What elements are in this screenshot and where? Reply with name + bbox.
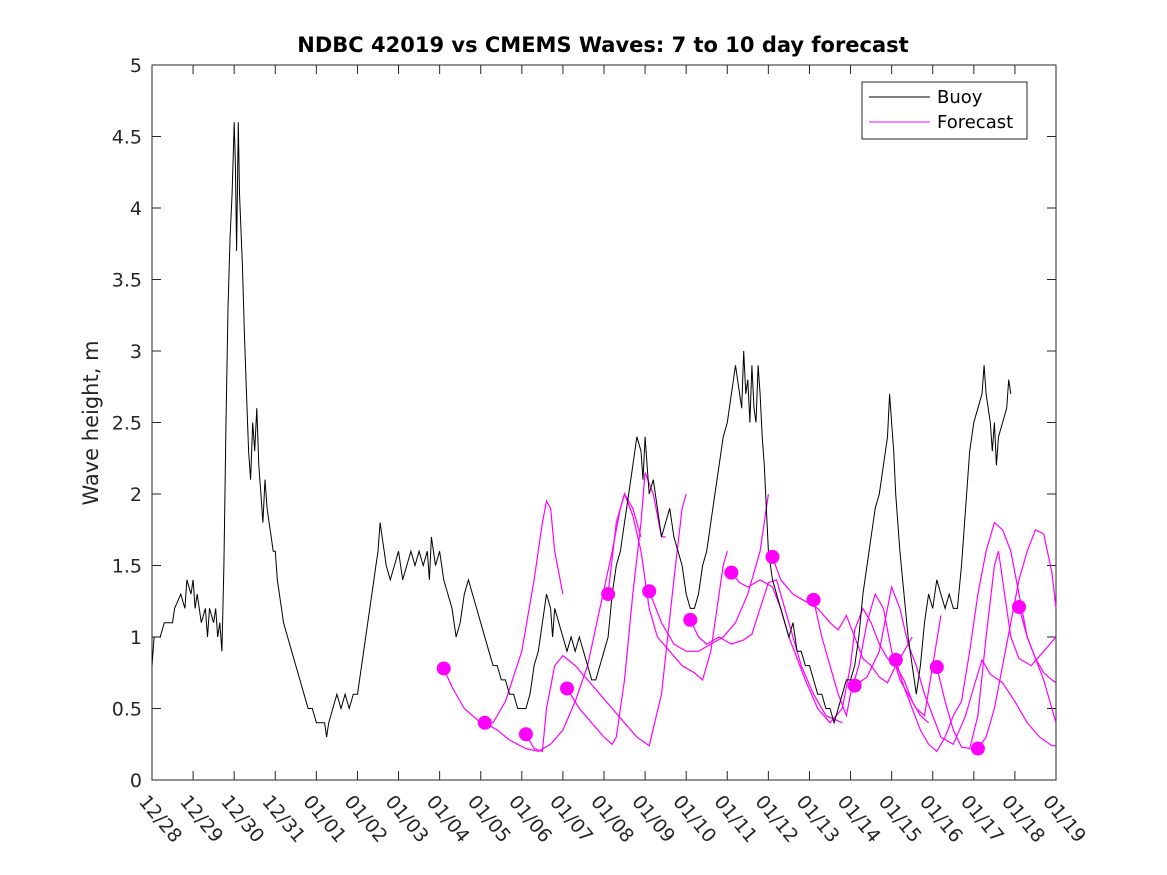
- forecast-line-8: [771, 556, 913, 684]
- y-tick-label: 1.5: [112, 556, 142, 578]
- forecast-start-marker-1: [477, 715, 492, 730]
- forecast-start-marker-2: [518, 727, 533, 742]
- y-tick-label: 1: [130, 627, 142, 649]
- y-tick-label: 3: [130, 341, 142, 363]
- y-tick-label: 2.5: [112, 413, 142, 435]
- forecast-start-marker-11: [888, 652, 903, 667]
- forecast-start-marker-8: [765, 549, 780, 564]
- forecast-line-9: [813, 592, 942, 718]
- y-tick-label: 2: [130, 484, 142, 506]
- forecast-start-marker-5: [642, 584, 657, 599]
- y-axis-label: Wave height, m: [79, 340, 103, 505]
- series-layer: [151, 122, 1057, 756]
- y-tick-label: 4: [130, 198, 142, 220]
- forecast-start-marker-12: [929, 660, 944, 675]
- legend-box: [861, 81, 1028, 140]
- buoy-line: [151, 122, 1012, 738]
- forecast-line-10: [854, 584, 1056, 747]
- forecast-line-6: [689, 579, 843, 724]
- forecast-line-5: [648, 493, 769, 652]
- y-tick-label: 4.5: [112, 127, 142, 149]
- forecast-start-marker-0: [436, 661, 451, 676]
- y-tick-label: 3.5: [112, 270, 142, 292]
- forecast-start-marker-7: [724, 565, 739, 580]
- forecast-start-marker-10: [847, 678, 862, 693]
- forecast-start-marker-14: [1012, 599, 1027, 614]
- y-tick-label: 5: [130, 55, 142, 77]
- y-tick-label: 0.5: [112, 699, 142, 721]
- forecast-line-13: [977, 528, 1057, 749]
- forecast-line-14: [1018, 606, 1057, 723]
- legend-label-forecast: Forecast: [937, 112, 1013, 133]
- y-axis: 0 0.5 1 1.5 2 2.5 3 3.5 4 4.5 5: [112, 55, 1056, 792]
- forecast-start-marker-3: [560, 681, 575, 696]
- forecast-start-marker-6: [683, 612, 698, 627]
- plot-area: [151, 64, 1057, 781]
- legend: Buoy Forecast: [861, 81, 1028, 140]
- forecast-line-3: [566, 472, 666, 746]
- forecast-start-marker-4: [601, 587, 616, 602]
- chart-title: NDBC 42019 vs CMEMS Waves: 7 to 10 day f…: [297, 33, 908, 57]
- forecast-line-12: [936, 551, 1057, 750]
- forecast-start-marker-9: [806, 592, 821, 607]
- y-tick-label: 0: [130, 770, 142, 792]
- forecast-start-marker-13: [970, 741, 985, 756]
- forecast-line-2: [525, 493, 687, 753]
- forecast-line-0: [443, 499, 564, 724]
- legend-label-buoy: Buoy: [937, 87, 983, 108]
